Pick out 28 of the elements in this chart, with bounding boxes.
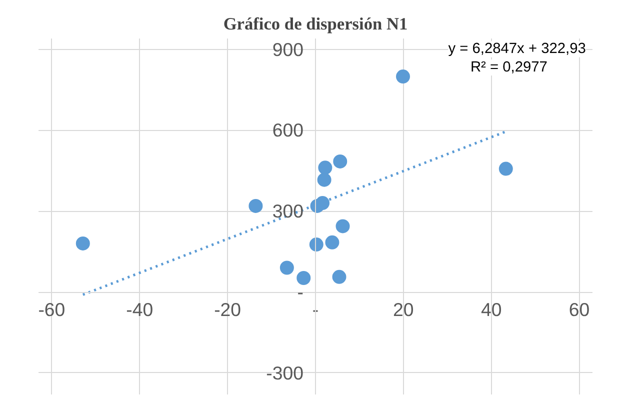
point [396, 70, 410, 84]
point [296, 271, 311, 285]
point [336, 219, 350, 234]
point [333, 154, 348, 168]
y-tick-label: 900 [272, 38, 304, 60]
x-tick-label: 40 [480, 299, 502, 320]
y-tick-label: - [297, 282, 304, 303]
annotation: y = 6,2847x + 322,93 [448, 41, 586, 58]
point [325, 235, 340, 250]
annotation: R² = 0,2977 [470, 60, 548, 76]
point [309, 238, 324, 252]
x-tick-label: 60 [568, 299, 590, 320]
x-tick-label: -60 [38, 299, 66, 320]
point [316, 196, 330, 210]
point [76, 236, 90, 250]
point [248, 198, 263, 213]
x-tick-label: -40 [126, 299, 154, 320]
point [498, 162, 513, 176]
y-tick-label: 600 [272, 120, 304, 141]
x-tick-label: -20 [214, 299, 242, 320]
x-tick-label: 20 [393, 299, 414, 320]
point [317, 172, 332, 187]
y-tick-label: -300 [266, 362, 304, 384]
y-tick-label: 300 [272, 200, 304, 222]
chart-title: Gráfico de dispersión N1 [223, 14, 408, 34]
point [318, 160, 332, 175]
point [332, 270, 346, 284]
point [280, 260, 294, 275]
